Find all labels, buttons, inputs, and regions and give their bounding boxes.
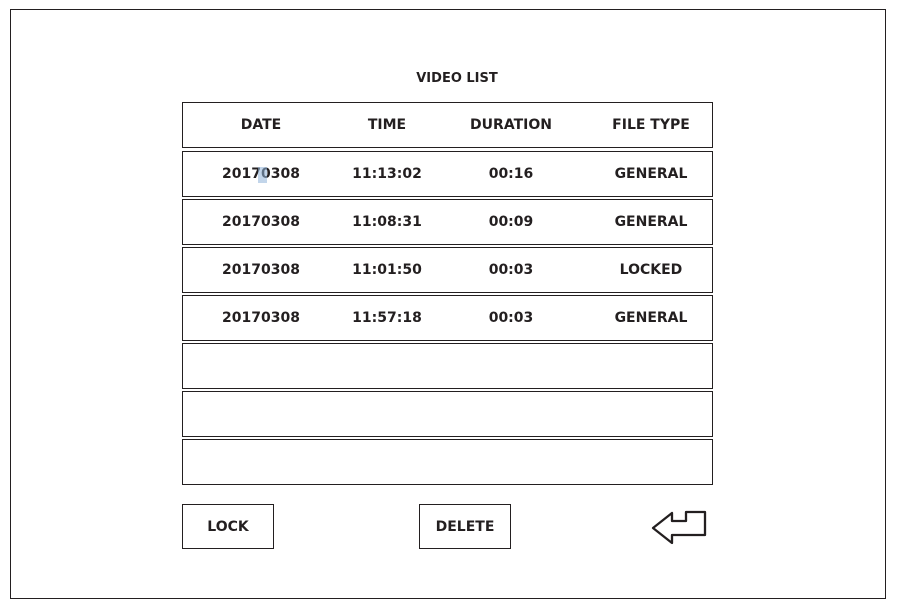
cell-date: 20170308 (222, 214, 300, 230)
cell-file-type (581, 344, 721, 388)
table-row[interactable] (182, 439, 713, 485)
cell-time: 11:01:50 (352, 262, 422, 278)
cell-date (191, 344, 331, 388)
cell-time: 11:57:18 (352, 310, 422, 326)
page-title: VIDEO LIST (416, 71, 498, 86)
back-button[interactable] (650, 508, 710, 546)
cell-file-type (581, 392, 721, 436)
table-header: DATE TIME DURATION FILE TYPE (182, 102, 713, 148)
cell-duration (441, 440, 581, 484)
cell-time (317, 344, 457, 388)
screen-frame (10, 9, 886, 599)
cell-duration: 00:03 (488, 310, 534, 326)
column-header-date: DATE (240, 117, 282, 133)
selection-highlight (258, 167, 267, 183)
cell-duration: 00:09 (488, 214, 534, 230)
cell-file-type: LOCKED (619, 262, 683, 278)
table-row[interactable]: 20170308 11:01:50 00:03 LOCKED (182, 247, 713, 293)
column-header-time: TIME (367, 117, 407, 133)
cell-time: 11:08:31 (352, 214, 422, 230)
cell-duration (441, 344, 581, 388)
cell-date: 20170308 (222, 310, 300, 326)
column-header-duration: DURATION (470, 117, 552, 133)
cell-duration: 00:03 (488, 262, 534, 278)
cell-date: 20170308 (222, 262, 300, 278)
cell-time: 11:13:02 (352, 166, 422, 182)
table-row[interactable]: 20170308 11:57:18 00:03 GENERAL (182, 295, 713, 341)
lock-button[interactable]: LOCK (182, 504, 274, 549)
column-header-file-type: FILE TYPE (612, 117, 690, 133)
cell-file-type: GENERAL (614, 310, 688, 326)
table-row[interactable] (182, 343, 713, 389)
cell-time (317, 440, 457, 484)
delete-button[interactable]: DELETE (419, 504, 511, 549)
table-row[interactable] (182, 391, 713, 437)
cell-file-type (581, 440, 721, 484)
cell-file-type: GENERAL (614, 166, 688, 182)
cell-date (191, 392, 331, 436)
return-arrow-icon (651, 510, 707, 545)
table-row[interactable]: 20170308 11:08:31 00:09 GENERAL (182, 199, 713, 245)
cell-duration: 00:16 (488, 166, 534, 182)
cell-file-type: GENERAL (614, 214, 688, 230)
cell-date (191, 440, 331, 484)
cell-duration (441, 392, 581, 436)
cell-time (317, 392, 457, 436)
